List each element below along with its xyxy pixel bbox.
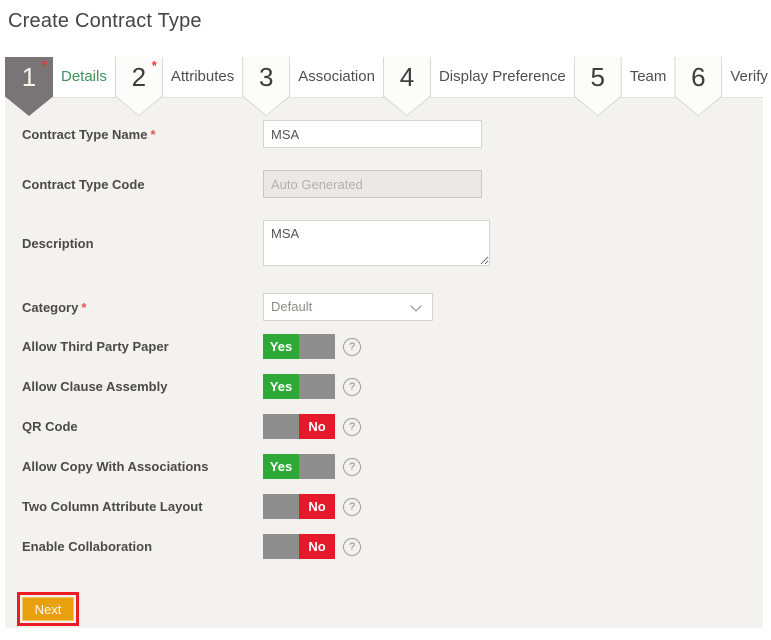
allow-copy-with-associations-label: Allow Copy With Associations [22, 459, 209, 474]
form-row-allow-third-party-paper: Allow Third Party Paper Yes ? [22, 334, 743, 359]
label-text: Contract Type Name [22, 126, 148, 142]
contract-type-code-input [263, 170, 482, 198]
toggle-off-segment: No [299, 414, 335, 439]
form-row-qr-code: QR Code No ? [22, 414, 743, 439]
step-label-verify[interactable]: Verify [730, 68, 768, 85]
details-form: Contract Type Name* Contract Type Code D… [22, 120, 743, 559]
annotation-highlight-box: Next [17, 592, 79, 626]
toggle-on-segment [263, 414, 299, 439]
two-column-attribute-layout-toggle[interactable]: No [263, 494, 335, 519]
allow-third-party-paper-label: Allow Third Party Paper [22, 339, 169, 354]
help-icon[interactable]: ? [343, 337, 361, 356]
toggle-on-segment [263, 494, 299, 519]
form-row-allow-copy-with-associations: Allow Copy With Associations Yes ? [22, 454, 743, 479]
wizard-step-header: 1 * Details 2 * Attributes 3 Association… [5, 57, 768, 116]
step-number: 5 [590, 62, 605, 92]
help-icon[interactable]: ? [343, 457, 361, 476]
page-title: Create Contract Type [8, 10, 202, 32]
toggle-on-segment: Yes [263, 334, 299, 359]
step-label-display-preference[interactable]: Display Preference [438, 68, 566, 85]
form-row-enable-collaboration: Enable Collaboration No ? [22, 534, 743, 559]
form-row-two-column-attribute-layout: Two Column Attribute Layout No ? [22, 494, 743, 519]
allow-clause-assembly-toggle[interactable]: Yes [263, 374, 335, 399]
enable-collaboration-toggle[interactable]: No [263, 534, 335, 559]
toggle-on-segment: Yes [263, 454, 299, 479]
step-number: 6 [691, 62, 706, 92]
contract-type-name-label: Contract Type Name * [22, 127, 263, 142]
contract-type-name-input[interactable] [263, 120, 482, 148]
form-row-allow-clause-assembly: Allow Clause Assembly Yes ? [22, 374, 743, 399]
next-button[interactable]: Next [22, 597, 74, 621]
details-form-panel: Contract Type Name* Contract Type Code D… [5, 98, 763, 628]
toggle-on-segment: Yes [263, 374, 299, 399]
help-icon[interactable]: ? [343, 417, 361, 436]
allow-clause-assembly-label: Allow Clause Assembly [22, 379, 168, 394]
toggle-off-segment [299, 374, 335, 399]
chevron-down-icon [410, 300, 422, 312]
step-number: 2 [131, 62, 147, 92]
help-icon[interactable]: ? [343, 377, 361, 396]
two-column-attribute-layout-label: Two Column Attribute Layout [22, 499, 203, 514]
required-asterisk: * [81, 299, 87, 315]
help-icon[interactable]: ? [343, 497, 361, 516]
label-text: Category [22, 299, 79, 315]
toggle-on-segment [263, 534, 299, 559]
toggle-off-segment: No [299, 534, 335, 559]
qr-code-label: QR Code [22, 419, 78, 434]
form-row-description: Description MSA [22, 220, 743, 266]
step-label-association[interactable]: Association [298, 68, 375, 85]
step-label-details[interactable]: Details [61, 68, 107, 85]
required-asterisk: * [150, 126, 156, 142]
form-row-contract-type-name: Contract Type Name * [22, 120, 743, 148]
description-textarea[interactable]: MSA [263, 220, 490, 266]
form-row-contract-type-code: Contract Type Code [22, 170, 743, 198]
label-text: Description [22, 235, 94, 251]
step-number: 3 [259, 62, 274, 92]
enable-collaboration-label: Enable Collaboration [22, 539, 153, 554]
category-select[interactable]: Default [263, 293, 433, 321]
step-required-asterisk: * [41, 58, 47, 73]
help-icon[interactable]: ? [343, 537, 361, 556]
qr-code-toggle[interactable]: No [263, 414, 335, 439]
allow-third-party-paper-toggle[interactable]: Yes [263, 334, 335, 359]
step-number: 4 [399, 62, 415, 92]
form-row-category: Category * Default [22, 293, 743, 321]
step-number: 1 [21, 62, 37, 92]
description-label: Description [22, 236, 263, 251]
step-required-asterisk: * [151, 58, 157, 73]
toggle-off-segment: No [299, 494, 335, 519]
category-selected-value: Default [271, 299, 313, 314]
step-label-team[interactable]: Team [629, 68, 667, 85]
category-label: Category * [22, 300, 263, 315]
contract-type-code-label: Contract Type Code [22, 177, 263, 192]
allow-copy-with-associations-toggle[interactable]: Yes [263, 454, 335, 479]
toggle-off-segment [299, 334, 335, 359]
label-text: Contract Type Code [22, 176, 145, 192]
toggle-off-segment [299, 454, 335, 479]
step-label-attributes[interactable]: Attributes [170, 68, 235, 85]
